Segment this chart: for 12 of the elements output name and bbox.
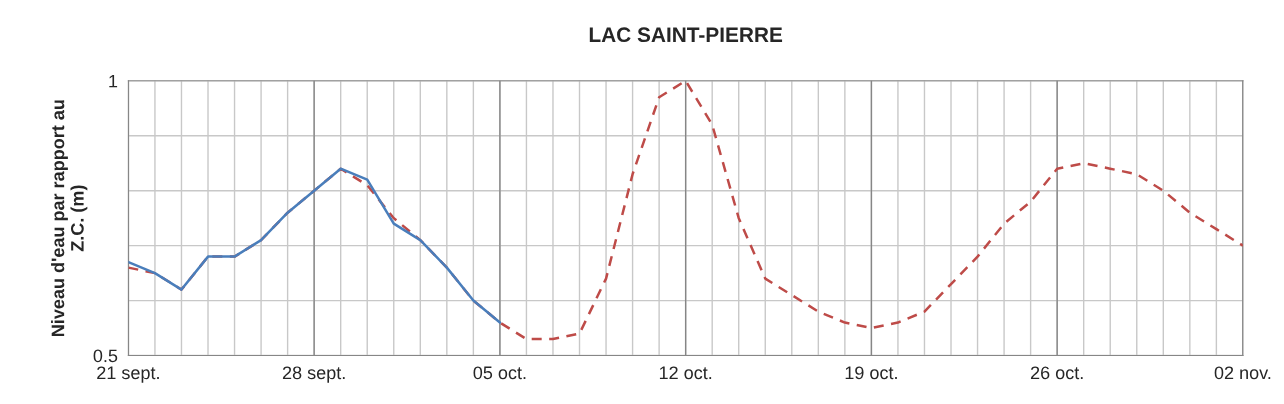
x-tick-label: 19 oct. bbox=[845, 366, 897, 380]
y-tick-label: 0.5 bbox=[93, 349, 118, 363]
y-axis-title: Niveau d'eau par rapport au Z.C. (m) bbox=[51, 100, 88, 336]
x-tick-label: 05 oct. bbox=[473, 366, 526, 380]
x-tick-label: 26 oct. bbox=[1030, 366, 1083, 380]
chart-title: LAC SAINT-PIERRE bbox=[589, 27, 783, 43]
x-tick-label: 21 sept. bbox=[97, 366, 159, 383]
y-tick-label: 1 bbox=[109, 74, 118, 88]
x-tick-label: 28 sept. bbox=[282, 366, 345, 383]
x-tick-label: 12 oct. bbox=[659, 366, 712, 380]
line-series bbox=[128, 167, 502, 324]
x-tick-label: 02 nov. bbox=[1214, 366, 1271, 380]
